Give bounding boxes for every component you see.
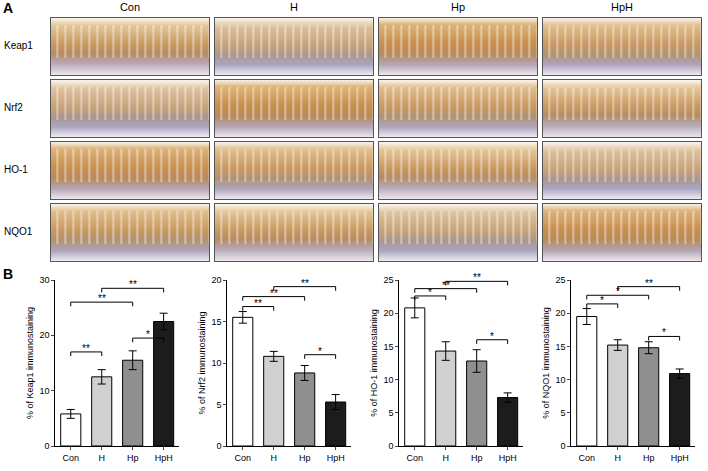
svg-text:H: H [614, 453, 621, 463]
svg-text:*: * [428, 287, 432, 298]
svg-text:**: ** [98, 293, 106, 304]
svg-text:5: 5 [560, 408, 565, 418]
svg-text:10: 10 [555, 375, 565, 385]
svg-text:Con: Con [63, 453, 80, 463]
svg-text:0: 0 [388, 441, 393, 451]
svg-text:*: * [600, 295, 604, 306]
svg-text:HpH: HpH [155, 453, 173, 463]
svg-text:Hp: Hp [299, 453, 311, 463]
html-text:Keap1: Keap1 [4, 39, 33, 51]
svg-text:% of Nrf2 immunostaining: % of Nrf2 immunostaining [197, 311, 207, 414]
svg-text:Hp: Hp [127, 453, 139, 463]
html-text:HO-1: HO-1 [4, 163, 28, 175]
svg-text:20: 20 [383, 308, 393, 318]
svg-text:**: ** [473, 272, 481, 283]
svg-text:**: ** [301, 278, 309, 289]
svg-text:H: H [442, 453, 449, 463]
html-text:A: A [3, 0, 14, 16]
html-text:NQO1: NQO1 [4, 225, 33, 237]
svg-text:HpH: HpH [327, 453, 345, 463]
svg-text:10: 10 [39, 386, 49, 396]
svg-text:*: * [616, 286, 620, 297]
svg-text:% of NQO1 immunostaining: % of NQO1 immunostaining [541, 307, 551, 419]
svg-text:*: * [318, 346, 322, 357]
svg-text:20: 20 [211, 275, 221, 285]
svg-text:25: 25 [555, 275, 565, 285]
svg-text:Con: Con [407, 453, 424, 463]
svg-text:**: ** [270, 288, 278, 299]
svg-text:15: 15 [383, 342, 393, 352]
html-text:HpH: HpH [611, 1, 633, 13]
svg-text:20: 20 [39, 330, 49, 340]
svg-text:**: ** [82, 343, 90, 354]
svg-text:H: H [270, 453, 277, 463]
html-text:H: H [290, 1, 298, 13]
svg-text:Con: Con [235, 453, 252, 463]
svg-text:0: 0 [216, 441, 221, 451]
svg-text:Hp: Hp [471, 453, 483, 463]
svg-text:HpH: HpH [671, 453, 689, 463]
html-text:Hp: Hp [451, 1, 465, 13]
svg-text:**: ** [442, 280, 450, 291]
html-text:B: B [3, 266, 14, 282]
svg-text:% of Keap1 immunostaining: % of Keap1 immunostaining [25, 307, 35, 419]
svg-text:H: H [98, 453, 105, 463]
html-text:Nrf2: Nrf2 [4, 101, 23, 113]
svg-text:% of HO-1 immunostaining: % of HO-1 immunostaining [369, 309, 379, 417]
svg-text:*: * [662, 327, 666, 338]
svg-text:10: 10 [383, 375, 393, 385]
svg-text:Con: Con [579, 453, 596, 463]
svg-text:**: ** [645, 278, 653, 289]
svg-text:30: 30 [39, 275, 49, 285]
svg-text:*: * [490, 331, 494, 342]
svg-text:10: 10 [211, 358, 221, 368]
svg-text:5: 5 [216, 400, 221, 410]
svg-text:0: 0 [44, 441, 49, 451]
svg-text:HpH: HpH [499, 453, 517, 463]
html-text:Con: Con [119, 1, 141, 13]
svg-text:**: ** [129, 279, 137, 290]
svg-text:0: 0 [560, 441, 565, 451]
svg-text:**: ** [254, 298, 262, 309]
svg-text:25: 25 [383, 275, 393, 285]
svg-text:15: 15 [555, 342, 565, 352]
svg-text:Hp: Hp [643, 453, 655, 463]
svg-text:5: 5 [388, 408, 393, 418]
svg-text:*: * [146, 329, 150, 340]
svg-text:15: 15 [211, 317, 221, 327]
svg-text:20: 20 [555, 308, 565, 318]
